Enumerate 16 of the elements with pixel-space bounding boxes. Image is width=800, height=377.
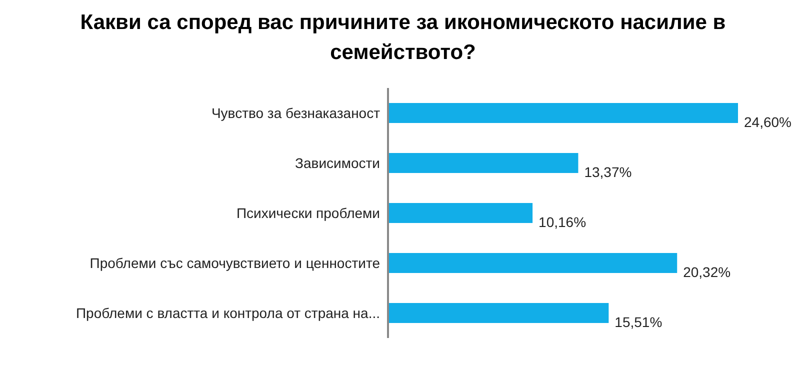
chart-title: Какви са според вас причините за икономическото насилие в семейството? — [79, 10, 727, 66]
data-label: 10,16% — [538, 214, 586, 230]
bar — [388, 303, 609, 323]
bar — [388, 103, 738, 123]
y-tick-label: Проблеми със самочувствието и ценностите — [90, 254, 380, 271]
y-tick-label: Проблеми с властта и контрола от страна на... — [76, 304, 380, 321]
bar — [388, 203, 533, 223]
bar — [388, 153, 578, 173]
y-tick-label: Зависимости — [295, 154, 380, 171]
data-label: 20,32% — [683, 264, 731, 280]
data-label: 13,37% — [584, 164, 632, 180]
bar — [388, 253, 678, 273]
y-tick-label: Чувство за безнаказаност — [211, 104, 381, 121]
data-label: 24,60% — [744, 114, 792, 130]
y-tick-label: Психически проблеми — [236, 204, 380, 221]
data-label: 15,51% — [614, 314, 662, 330]
